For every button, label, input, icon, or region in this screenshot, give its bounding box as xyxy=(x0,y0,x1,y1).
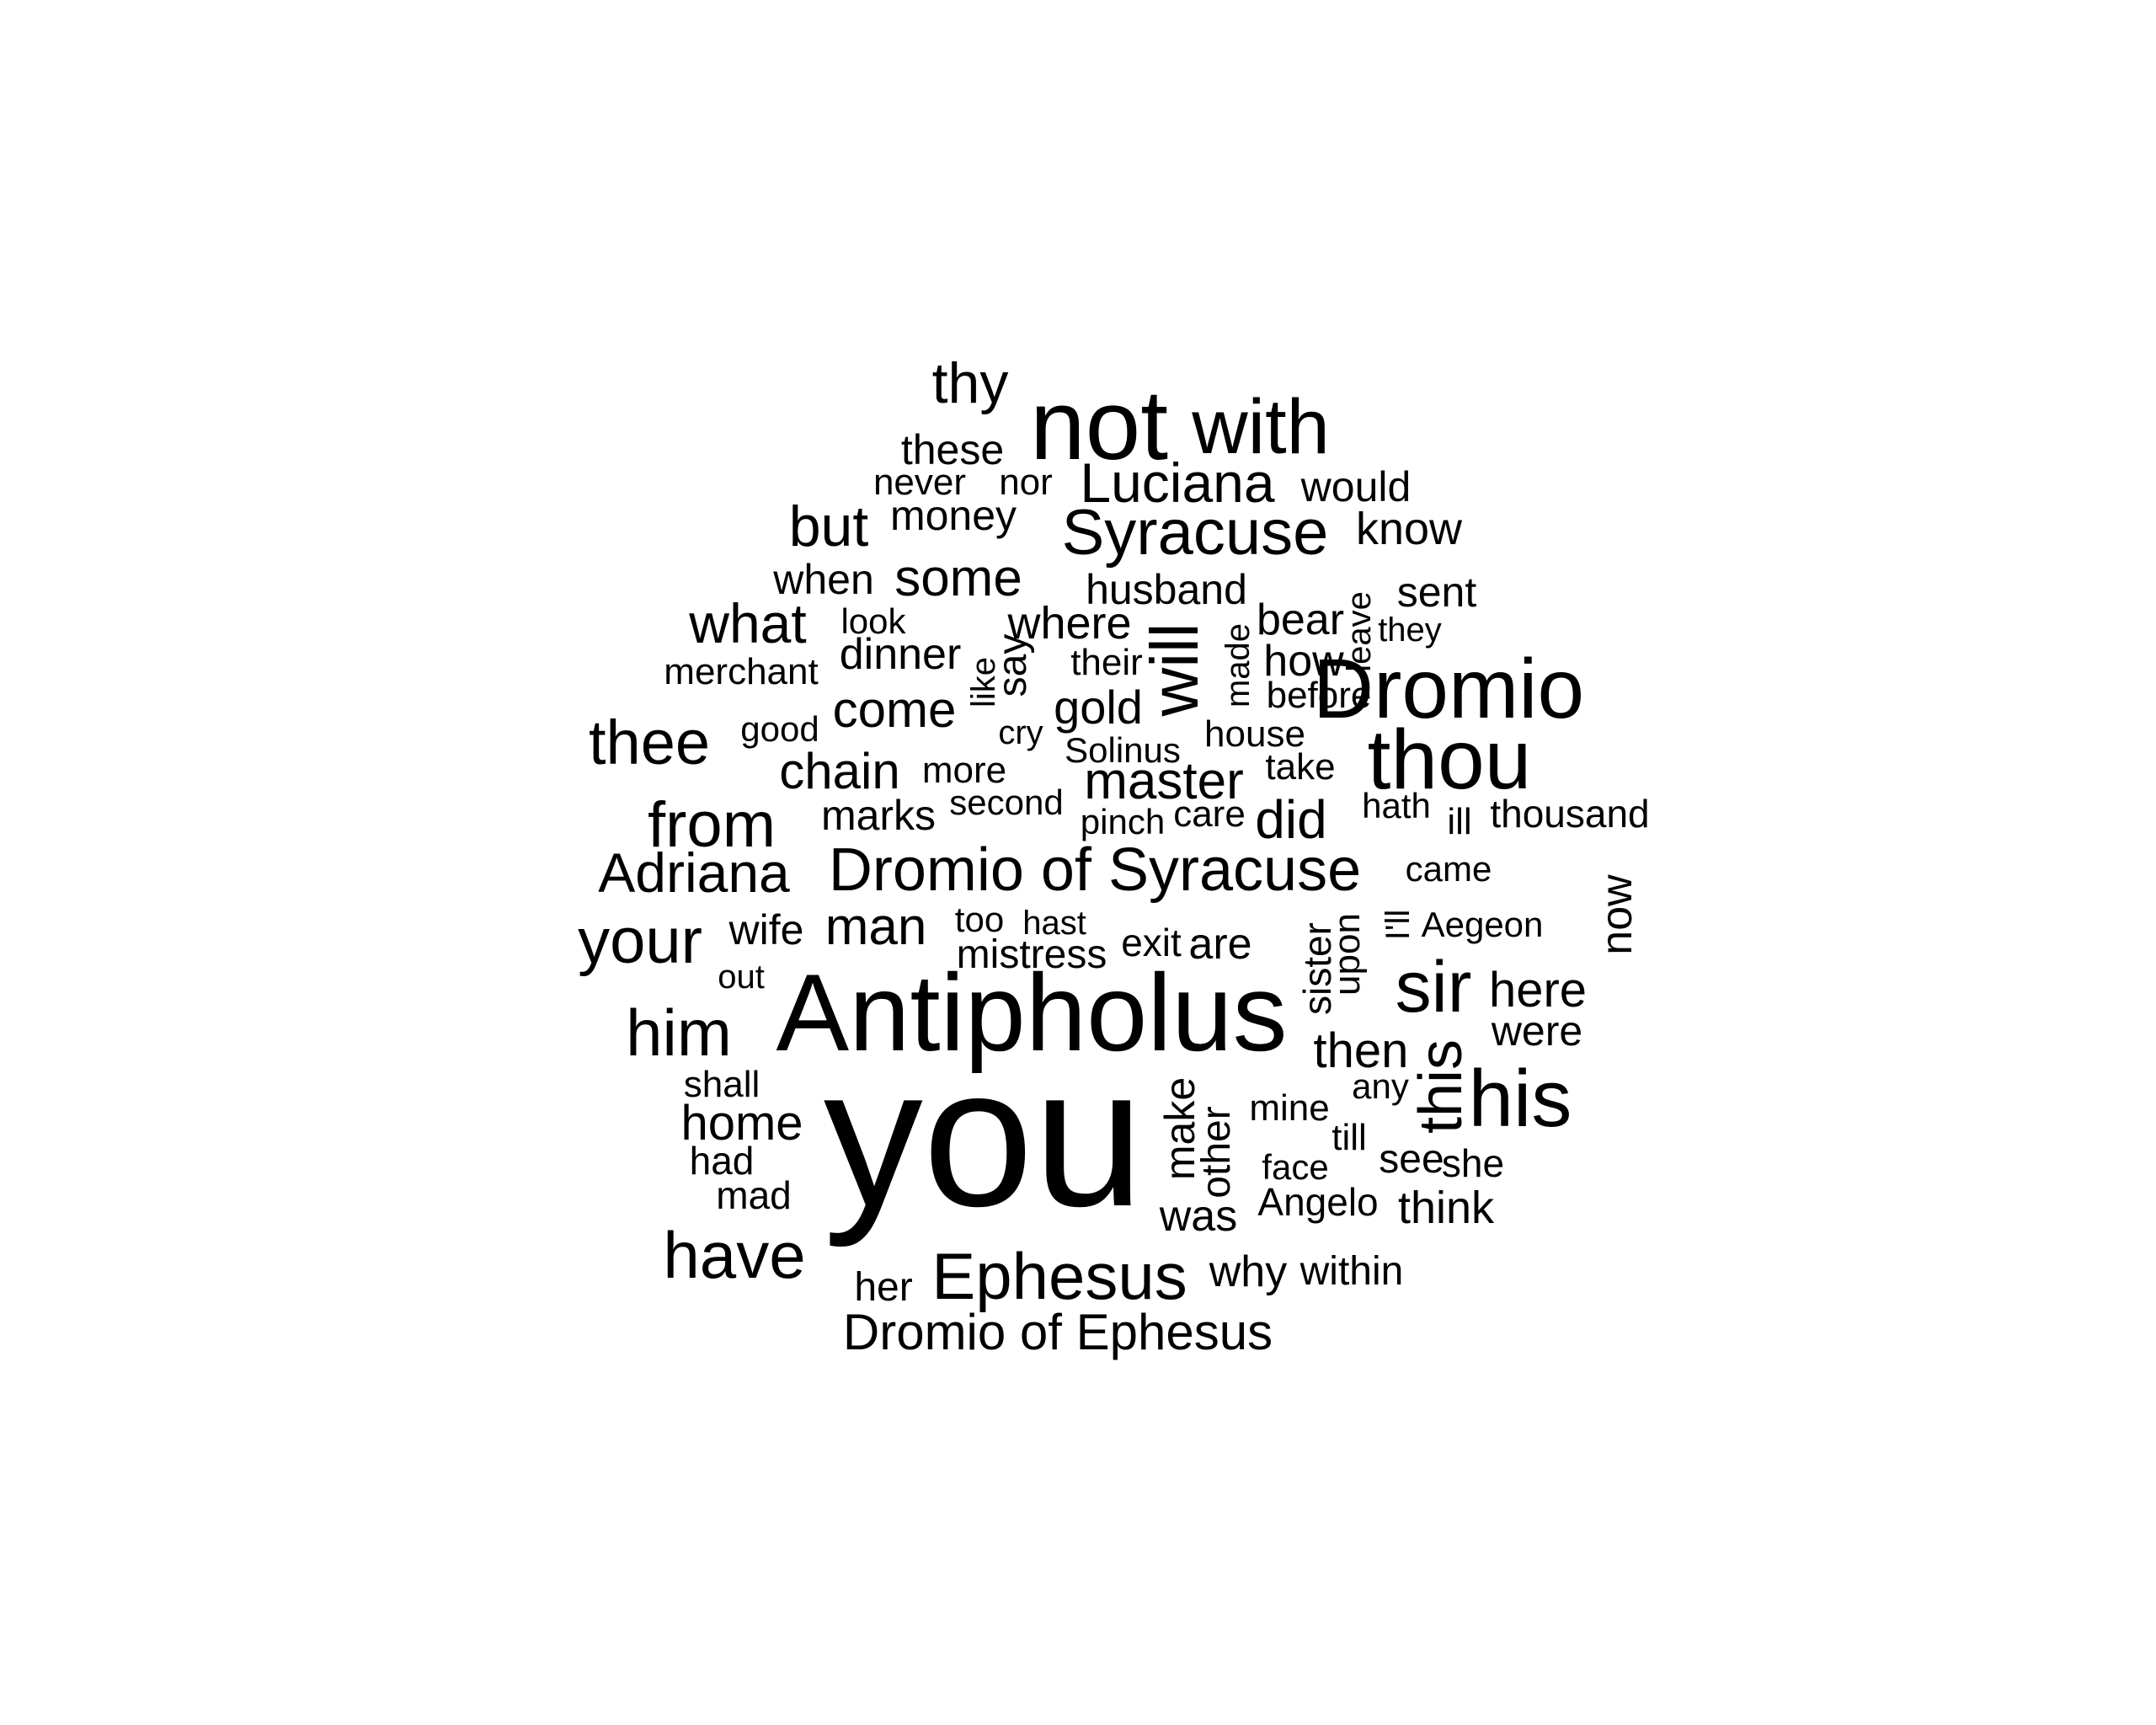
cloud-word: this xyxy=(1407,1039,1475,1135)
cloud-word: thee xyxy=(588,708,711,777)
cloud-word: mistress xyxy=(956,932,1107,977)
cloud-word: nor xyxy=(999,462,1053,503)
cloud-word: hast xyxy=(1022,905,1086,942)
cloud-word: take xyxy=(1265,746,1336,788)
cloud-word: shall xyxy=(683,1064,760,1105)
cloud-word: thou xyxy=(1367,713,1532,807)
cloud-word: ill xyxy=(1447,801,1472,842)
cloud-word: him xyxy=(626,996,732,1070)
cloud-word: when xyxy=(773,556,874,603)
cloud-word: see xyxy=(1379,1137,1444,1182)
cloud-word: care xyxy=(1173,793,1246,835)
cloud-word: not xyxy=(1029,370,1169,481)
cloud-word: she xyxy=(1441,1141,1505,1185)
cloud-word: I'll xyxy=(1380,909,1417,941)
cloud-word: did xyxy=(1255,789,1327,850)
cloud-word: dinner xyxy=(839,630,962,679)
cloud-word: they xyxy=(1378,611,1442,649)
cloud-word: gold xyxy=(1054,681,1143,734)
cloud-word: think xyxy=(1397,1183,1495,1233)
cloud-word: these xyxy=(900,426,1005,473)
cloud-word: chain xyxy=(779,743,900,799)
cloud-word: you xyxy=(823,1026,1145,1248)
cloud-word: are xyxy=(1188,920,1252,969)
cloud-word: were xyxy=(1491,1007,1583,1055)
cloud-word: sent xyxy=(1396,569,1477,616)
cloud-word: have xyxy=(663,1218,806,1292)
cloud-word: say xyxy=(990,633,1035,697)
cloud-word: second xyxy=(949,782,1064,822)
cloud-word: more xyxy=(921,750,1007,791)
cloud-word: mine xyxy=(1249,1087,1330,1129)
cloud-word: what xyxy=(689,592,807,654)
cloud-word: their xyxy=(1070,642,1143,683)
cloud-word: bear xyxy=(1256,595,1345,644)
cloud-word: how xyxy=(1263,637,1344,686)
cloud-word: good xyxy=(740,709,819,749)
cloud-word: then xyxy=(1313,1023,1409,1078)
cloud-word: thousand xyxy=(1490,792,1650,836)
cloud-word: till xyxy=(1331,1117,1367,1158)
cloud-word: know xyxy=(1355,504,1463,554)
cloud-word: look xyxy=(841,601,906,641)
cloud-word: exit xyxy=(1121,921,1182,964)
cloud-word: any xyxy=(1352,1066,1409,1106)
cloud-word: Luciana xyxy=(1080,451,1275,514)
cloud-word: never xyxy=(873,462,967,503)
cloud-word: his xyxy=(1468,1054,1572,1144)
cloud-word: within xyxy=(1299,1249,1404,1294)
cloud-word: upon xyxy=(1326,913,1368,996)
cloud-word: mad xyxy=(716,1173,792,1217)
cloud-word: too xyxy=(954,900,1005,939)
cloud-word: would xyxy=(1300,463,1412,510)
cloud-word: Antipholus xyxy=(776,951,1288,1074)
cloud-word: with xyxy=(1192,384,1330,470)
cloud-word: now xyxy=(1593,874,1641,955)
cloud-word: master xyxy=(1084,752,1244,810)
cloud-word: why xyxy=(1209,1247,1288,1296)
cloud-word: come xyxy=(832,681,957,738)
cloud-word: will xyxy=(1137,622,1212,717)
cloud-word: before xyxy=(1266,675,1372,716)
cloud-word: home xyxy=(680,1096,803,1151)
cloud-word: house xyxy=(1204,713,1305,755)
cloud-word: out xyxy=(718,959,765,996)
cloud-word: Dromio of Ephesus xyxy=(842,1304,1273,1360)
cloud-word: wife xyxy=(728,906,804,953)
cloud-word: her xyxy=(854,1265,913,1310)
cloud-word: pinch xyxy=(1080,802,1166,841)
cloud-word: your xyxy=(578,905,702,977)
cloud-word: but xyxy=(788,494,869,558)
cloud-word: hath xyxy=(1362,786,1431,825)
cloud-word: cry xyxy=(998,714,1043,751)
cloud-word: was xyxy=(1159,1192,1238,1241)
cloud-word: merchant xyxy=(664,651,819,692)
cloud-word: other xyxy=(1194,1106,1239,1199)
cloud-word: Angelo xyxy=(1257,1180,1379,1224)
cloud-word: Aegeon xyxy=(1421,905,1544,944)
cloud-word: Ephesus xyxy=(931,1239,1187,1313)
cloud-word: man xyxy=(825,898,927,956)
cloud-word: Adriana xyxy=(598,841,790,904)
cloud-word: Dromio of Syracuse xyxy=(828,836,1362,904)
cloud-word: husband xyxy=(1086,566,1247,613)
cloud-word: sir xyxy=(1395,947,1472,1028)
cloud-word: from xyxy=(648,789,776,861)
cloud-word: here xyxy=(1488,963,1588,1017)
cloud-word: had xyxy=(689,1139,755,1183)
cloud-word: Dromio xyxy=(1312,642,1585,736)
cloud-word: came xyxy=(1405,849,1492,889)
cloud-word: made xyxy=(1219,622,1257,708)
cloud-word: money xyxy=(889,492,1017,539)
cloud-word: Syracuse xyxy=(1061,497,1329,569)
cloud-word: Solinus xyxy=(1065,730,1181,770)
cloud-word: thy xyxy=(931,351,1009,415)
cloud-word: where xyxy=(1007,598,1132,649)
cloud-word: face xyxy=(1262,1147,1329,1187)
cloud-word: some xyxy=(894,549,1022,607)
cloud-word: marks xyxy=(820,792,937,839)
